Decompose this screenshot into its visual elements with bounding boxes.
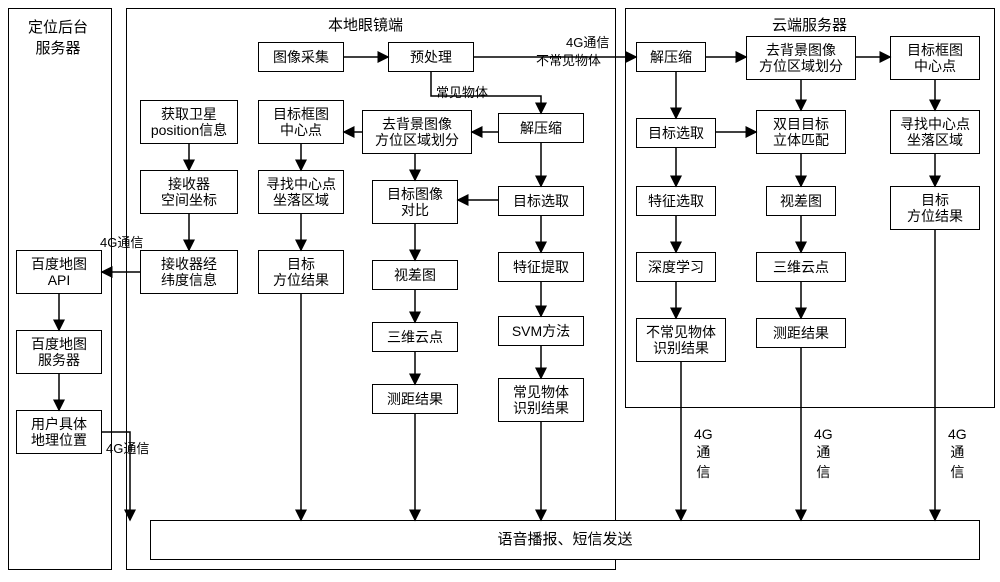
bg-div-m: 去背景图像 方位区域划分 [362,110,472,154]
dist-r: 测距结果 [756,318,846,348]
comm-3: 4G 通 信 [948,426,967,482]
preprocess: 预处理 [388,42,474,72]
recv-coord: 接收器 空间坐标 [140,170,238,214]
common-res: 常见物体 识别结果 [498,378,584,422]
tgt-center-r: 目标框图 中心点 [890,36,980,80]
dist-m: 测距结果 [372,384,458,414]
img-collect: 图像采集 [258,42,344,72]
svm: SVM方法 [498,316,584,346]
user-loc: 用户具体 地理位置 [16,410,102,454]
uncommon-res: 不常见物体 识别结果 [636,318,726,362]
title-right: 云端服务器 [772,14,847,35]
tgt-dir-m: 目标 方位结果 [258,250,344,294]
decomp-r: 解压缩 [636,42,706,72]
feat-ext: 特征提取 [498,252,584,282]
recv-ll: 接收器经 纬度信息 [140,250,238,294]
sat-pos: 获取卫星 position信息 [140,100,238,144]
bino: 双目目标 立体匹配 [756,110,846,154]
find-center-r: 寻找中心点 坐落区域 [890,110,980,154]
title-middle: 本地眼镜端 [328,14,403,35]
label-4g-top: 4G通信 [566,32,609,51]
decomp-m: 解压缩 [498,113,584,143]
img-cmp: 目标图像 对比 [372,180,458,224]
diagram-canvas: 定位后台 服务器 本地眼镜端 云端服务器 百度地图 API 百度地图 服务器 用… [0,0,1000,582]
disp-r: 视差图 [766,186,836,216]
baidu-api: 百度地图 API [16,250,102,294]
feat-sel-r: 特征选取 [636,186,716,216]
label-4g-2: 4G通信 [106,438,149,457]
disp-m: 视差图 [372,260,458,290]
label-4g-1: 4G通信 [100,232,143,251]
tgt-dir-r: 目标 方位结果 [890,186,980,230]
output: 语音播报、短信发送 [150,520,980,560]
find-center-m: 寻找中心点 坐落区域 [258,170,344,214]
tgt-sel-r: 目标选取 [636,118,716,148]
label-uncommon: 不常见物体 [536,50,601,69]
label-common: 常见物体 [436,82,488,101]
title-left: 定位后台 服务器 [28,16,88,58]
comm-1: 4G 通 信 [694,426,713,482]
tgt-sel-m: 目标选取 [498,186,584,216]
deep: 深度学习 [636,252,716,282]
bg-div-r: 去背景图像 方位区域划分 [746,36,856,80]
tgt-center-m: 目标框图 中心点 [258,100,344,144]
comm-2: 4G 通 信 [814,426,833,482]
pc-r: 三维云点 [756,252,846,282]
pc-m: 三维云点 [372,322,458,352]
baidu-server: 百度地图 服务器 [16,330,102,374]
